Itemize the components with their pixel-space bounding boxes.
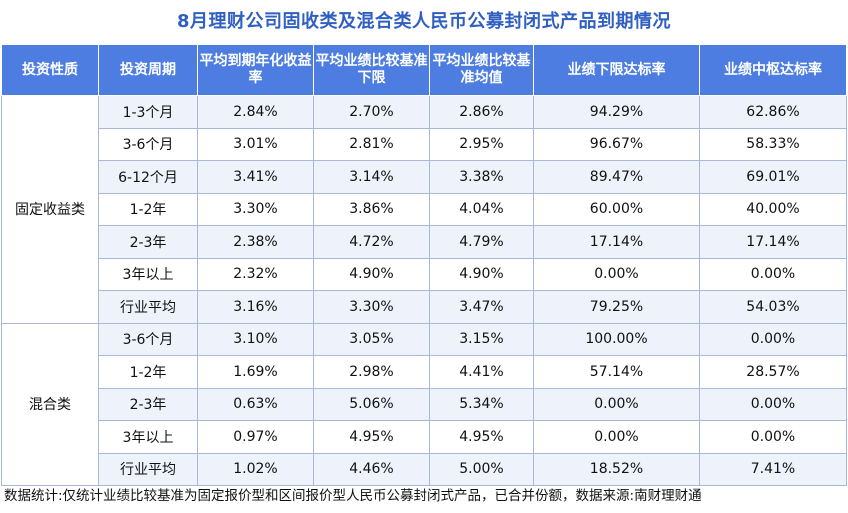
yield-cell: 0.63%	[197, 387, 314, 421]
period-cell: 3年以上	[98, 420, 198, 454]
header-investment-type: 投资性质	[1, 44, 99, 96]
period-cell: 2-3年	[98, 225, 198, 259]
header-low-attainment-rate: 业绩下限达标率	[533, 44, 700, 96]
benchmark-mid-cell: 5.34%	[429, 387, 534, 421]
yield-cell: 3.10%	[197, 322, 314, 356]
period-cell: 行业平均	[98, 290, 198, 324]
benchmark-mid-cell: 4.41%	[429, 355, 534, 389]
mid-rate-cell: 28.57%	[699, 355, 847, 389]
benchmark-low-cell: 4.72%	[313, 225, 430, 259]
mid-rate-cell: 17.14%	[699, 225, 847, 259]
low-rate-cell: 57.14%	[533, 355, 700, 389]
low-rate-cell: 89.47%	[533, 160, 700, 194]
header-investment-period: 投资周期	[98, 44, 198, 96]
low-rate-cell: 0.00%	[533, 387, 700, 421]
header-avg-annual-yield: 平均到期年化收益率	[197, 44, 314, 96]
low-rate-cell: 100.00%	[533, 322, 700, 356]
mid-rate-cell: 0.00%	[699, 322, 847, 356]
footnote: 数据统计:仅统计业绩比较基准为固定报价型和区间报价型人民币公募封闭式产品，已合并…	[4, 488, 702, 504]
benchmark-low-cell: 4.95%	[313, 420, 430, 454]
low-rate-cell: 0.00%	[533, 420, 700, 454]
header-avg-benchmark-mid: 平均业绩比较基准均值	[429, 44, 534, 96]
benchmark-mid-cell: 4.95%	[429, 420, 534, 454]
page-title: 8月理财公司固收类及混合类人民币公募封闭式产品到期情况	[176, 11, 672, 32]
period-cell: 3-6个月	[98, 127, 198, 161]
low-rate-cell: 17.14%	[533, 225, 700, 259]
mid-rate-cell: 58.33%	[699, 127, 847, 161]
header-mid-attainment-rate: 业绩中枢达标率	[699, 44, 847, 96]
mid-rate-cell: 69.01%	[699, 160, 847, 194]
period-cell: 行业平均	[98, 452, 198, 486]
benchmark-mid-cell: 5.00%	[429, 452, 534, 486]
mid-rate-cell: 0.00%	[699, 387, 847, 421]
mid-rate-cell: 0.00%	[699, 420, 847, 454]
benchmark-low-cell: 3.86%	[313, 192, 430, 226]
period-cell: 3-6个月	[98, 322, 198, 356]
mid-rate-cell: 0.00%	[699, 257, 847, 291]
yield-cell: 3.01%	[197, 127, 314, 161]
low-rate-cell: 79.25%	[533, 290, 700, 324]
benchmark-low-cell: 3.14%	[313, 160, 430, 194]
low-rate-cell: 60.00%	[533, 192, 700, 226]
table-row: 6-12个月 3.41% 3.14% 3.38% 89.47% 69.01%	[2, 160, 847, 194]
period-cell: 3年以上	[98, 257, 198, 291]
benchmark-mid-cell: 3.15%	[429, 322, 534, 356]
yield-cell: 2.84%	[197, 95, 314, 129]
yield-cell: 3.30%	[197, 192, 314, 226]
table-row: 行业平均 3.16% 3.30% 3.47% 79.25% 54.03%	[2, 290, 847, 324]
table-row: 行业平均 1.02% 4.46% 5.00% 18.52% 7.41%	[2, 452, 847, 486]
benchmark-mid-cell: 2.86%	[429, 95, 534, 129]
table-row: 3-6个月 3.01% 2.81% 2.95% 96.67% 58.33%	[2, 127, 847, 161]
mid-rate-cell: 62.86%	[699, 95, 847, 129]
period-cell: 1-2年	[98, 355, 198, 389]
table-row: 1-2年 3.30% 3.86% 4.04% 60.00% 40.00%	[2, 192, 847, 226]
yield-cell: 0.97%	[197, 420, 314, 454]
benchmark-low-cell: 3.05%	[313, 322, 430, 356]
benchmark-mid-cell: 4.04%	[429, 192, 534, 226]
benchmark-low-cell: 4.90%	[313, 257, 430, 291]
benchmark-low-cell: 5.06%	[313, 387, 430, 421]
period-cell: 6-12个月	[98, 160, 198, 194]
low-rate-cell: 96.67%	[533, 127, 700, 161]
header-avg-benchmark-low: 平均业绩比较基准下限	[313, 44, 430, 96]
table-row: 1-2年 1.69% 2.98% 4.41% 57.14% 28.57%	[2, 355, 847, 389]
low-rate-cell: 18.52%	[533, 452, 700, 486]
benchmark-mid-cell: 3.47%	[429, 290, 534, 324]
benchmark-low-cell: 3.30%	[313, 290, 430, 324]
yield-cell: 1.69%	[197, 355, 314, 389]
benchmark-low-cell: 2.70%	[313, 95, 430, 129]
low-rate-cell: 0.00%	[533, 257, 700, 291]
table-row: 固定收益类 1-3个月 2.84% 2.70% 2.86% 94.29% 62.86%	[1, 95, 847, 324]
table-row: 3年以上 0.97% 4.95% 4.95% 0.00% 0.00%	[2, 420, 847, 454]
mid-rate-cell: 40.00%	[699, 192, 847, 226]
period-cell: 2-3年	[98, 387, 198, 421]
benchmark-mid-cell: 4.79%	[429, 225, 534, 259]
mid-rate-cell: 54.03%	[699, 290, 847, 324]
mid-rate-cell: 7.41%	[699, 452, 847, 486]
table-row: 2-3年 0.63% 5.06% 5.34% 0.00% 0.00%	[2, 387, 847, 421]
group-label: 混合类	[1, 322, 99, 486]
table-row: 2-3年 2.38% 4.72% 4.79% 17.14% 17.14%	[2, 225, 847, 259]
group-label: 固定收益类	[1, 95, 99, 324]
yield-cell: 3.41%	[197, 160, 314, 194]
table-row: 3年以上 2.32% 4.90% 4.90% 0.00% 0.00%	[2, 257, 847, 291]
benchmark-mid-cell: 3.38%	[429, 160, 534, 194]
yield-cell: 3.16%	[197, 290, 314, 324]
period-cell: 1-3个月	[98, 95, 198, 129]
yield-cell: 2.38%	[197, 225, 314, 259]
maturity-table: 投资性质 投资周期 平均到期年化收益率 平均业绩比较基准下限 平均业绩比较基准均…	[1, 44, 847, 486]
low-rate-cell: 94.29%	[533, 95, 700, 129]
yield-cell: 1.02%	[197, 452, 314, 486]
benchmark-mid-cell: 2.95%	[429, 127, 534, 161]
benchmark-low-cell: 2.81%	[313, 127, 430, 161]
yield-cell: 2.32%	[197, 257, 314, 291]
table-row: 混合类 3-6个月 3.10% 3.05% 3.15% 100.00% 0.00%	[1, 322, 847, 486]
benchmark-low-cell: 4.46%	[313, 452, 430, 486]
header-row: 投资性质 投资周期 平均到期年化收益率 平均业绩比较基准下限 平均业绩比较基准均…	[1, 44, 847, 96]
benchmark-mid-cell: 4.90%	[429, 257, 534, 291]
period-cell: 1-2年	[98, 192, 198, 226]
benchmark-low-cell: 2.98%	[313, 355, 430, 389]
